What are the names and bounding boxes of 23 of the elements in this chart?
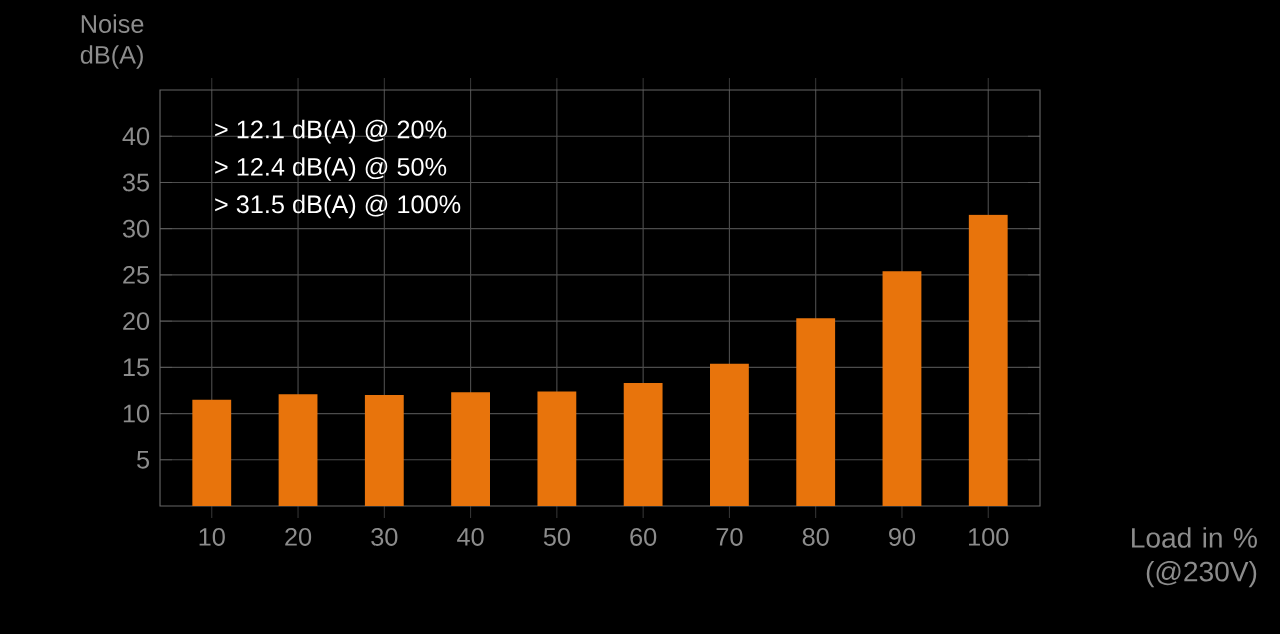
y-tick-label: 5 [137,450,150,469]
x-tick-label: 80 [802,527,829,546]
annotation: > 31.5 dB(A) @ 100% [215,194,461,219]
x-tick-label: 20 [285,527,312,546]
y-tick-label: 15 [123,358,149,377]
y-axis-title: Noise dB(A) [80,14,144,69]
x-tick-label: 100 [969,527,1009,546]
x-tick-label: 50 [543,527,570,546]
x-tick-label: 10 [199,527,225,546]
x-axis-title: Load in % (@230V) [1132,527,1257,588]
y-tick-label: 30 [122,219,150,238]
x-tick-label: 40 [457,527,484,546]
y-tick-label: 25 [123,265,149,284]
annotation: > 12.1 dB(A) @ 20% [215,119,447,144]
x-tick-label: 70 [716,527,743,546]
y-tick-label: 20 [123,312,150,331]
y-tick-label: 40 [122,127,150,146]
x-tick-label: 90 [889,527,916,546]
y-tick-label: 35 [122,173,149,192]
x-tick-label: 30 [371,527,398,546]
annotation: > 12.4 dB(A) @ 50% [215,157,447,181]
y-tick-label: 10 [123,404,150,423]
x-tick-label: 60 [630,527,657,546]
